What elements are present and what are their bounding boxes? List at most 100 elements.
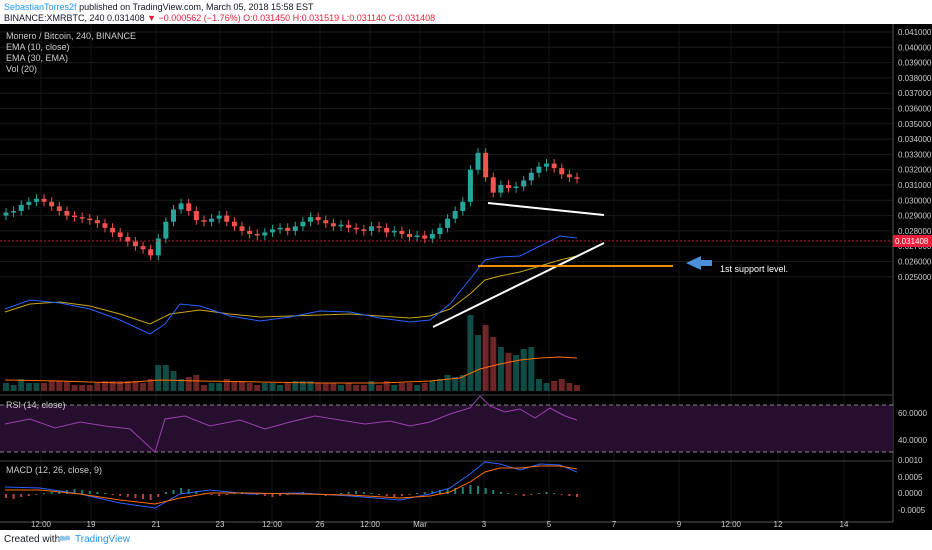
- macd-bar: [576, 494, 578, 497]
- chart-area[interactable]: 0.041000 0.040000 0.039000 0.038000 0.037000…: [0, 24, 932, 530]
- ema30-line: [4, 255, 578, 325]
- price-tick-label: 0.035000: [898, 120, 932, 129]
- price-tick-label: 0.036000: [898, 105, 932, 114]
- volume-bar: [94, 383, 101, 391]
- candle-body: [483, 152, 489, 178]
- macd-bar: [263, 494, 266, 496]
- volume-bars: [3, 315, 580, 391]
- candle-body: [132, 241, 138, 247]
- candle-body: [110, 227, 116, 233]
- publish-info: SebastianTorres2f published on TradingVi…: [4, 2, 314, 12]
- volume-bar: [383, 381, 390, 391]
- volume-bar: [10, 385, 17, 391]
- macd-bar: [408, 494, 411, 495]
- time-tick-label: 9: [677, 520, 682, 529]
- volume-bar: [41, 383, 48, 391]
- volume-bar: [33, 383, 40, 391]
- candle-body: [94, 220, 100, 224]
- candle-body: [414, 235, 420, 238]
- macd-bar: [225, 494, 228, 495]
- macd-bar: [50, 492, 53, 494]
- volume-ma-line: [4, 356, 578, 384]
- time-axis[interactable]: 12:00 19 21 23 12:00 26 12:00 Mar 3 5 7 9 12:00 12 14: [31, 520, 849, 529]
- author-link[interactable]: SebastianTorres2f: [4, 2, 77, 12]
- macd-bar: [568, 494, 571, 496]
- created-with: Created with: [4, 534, 61, 545]
- volume-bar: [277, 385, 284, 391]
- candle-body: [18, 204, 24, 212]
- price-tick-label: 0.031000: [898, 181, 932, 190]
- macd-bar: [370, 493, 373, 494]
- price-tick-label: 0.030000: [898, 196, 932, 205]
- macd-bar: [187, 489, 190, 494]
- price-tick-label: 0.026000: [898, 258, 932, 267]
- volume-bar: [398, 383, 405, 391]
- macd-bar: [172, 490, 175, 494]
- time-tick-label: 5: [547, 520, 552, 529]
- volume-bar: [436, 379, 443, 391]
- volume-bar: [505, 353, 512, 391]
- volume-bar: [520, 349, 527, 391]
- rsi-tick-60: 60.0000: [898, 409, 927, 418]
- time-tick-label: 7: [612, 520, 617, 529]
- candle-body: [292, 226, 298, 231]
- macd-bar: [522, 494, 525, 496]
- symbol-label: BINANCE:XMRBTC, 240: [4, 13, 105, 23]
- macd-bar: [96, 492, 99, 494]
- candle-body: [338, 224, 344, 227]
- tradingview-logo-icon[interactable]: [56, 532, 72, 544]
- volume-bar: [216, 383, 223, 391]
- volume-bar: [551, 381, 558, 391]
- macd-signal-line: [5, 465, 578, 505]
- candle-body: [551, 163, 557, 169]
- candle-body: [102, 223, 108, 228]
- candle-body: [11, 211, 17, 213]
- volume-bar: [368, 381, 375, 391]
- price-tick-label: 0.028000: [898, 227, 932, 236]
- volume-bar: [18, 379, 25, 391]
- macd-bar: [210, 494, 213, 495]
- candle-body: [186, 203, 192, 212]
- macd-bar: [88, 491, 91, 494]
- rsi-line: [4, 395, 578, 453]
- macd-bar: [355, 491, 358, 494]
- volume-bar: [543, 383, 550, 391]
- macd-bar: [180, 488, 183, 494]
- volume-bar: [337, 385, 344, 391]
- time-tick-label: 3: [482, 520, 487, 529]
- volume-bar: [292, 381, 299, 391]
- macd-bar: [126, 494, 129, 497]
- uptrend-line[interactable]: [432, 242, 605, 328]
- downtrend-line[interactable]: [487, 202, 605, 216]
- macd-bar: [537, 493, 540, 494]
- last-price: 0.031408: [107, 13, 145, 23]
- price-axis[interactable]: 0.041000 0.040000 0.039000 0.038000 0.037000…: [898, 28, 932, 282]
- volume-bar: [48, 381, 55, 391]
- candle-body: [308, 217, 314, 222]
- tradingview-brand[interactable]: TradingView: [75, 534, 131, 545]
- price-tick-label: 0.032000: [898, 166, 932, 175]
- macd-bar: [553, 493, 556, 494]
- volume-bar: [345, 383, 352, 391]
- candle-body: [262, 232, 268, 236]
- volume-bar: [414, 385, 421, 391]
- volume-bar: [147, 379, 154, 391]
- publish-header: SebastianTorres2f published on TradingVi…: [0, 0, 932, 24]
- macd-bar: [20, 494, 23, 497]
- macd-bar: [5, 494, 7, 498]
- candle-body: [536, 166, 542, 173]
- macd-bar: [149, 494, 152, 500]
- price-change: ▼ −0.000562 (−1.76%): [147, 13, 241, 23]
- chart-svg[interactable]: 0.041000 0.040000 0.039000 0.038000 0.037000…: [0, 24, 932, 530]
- candle-body: [72, 215, 78, 218]
- time-tick-label: 23: [216, 520, 225, 529]
- candle-body: [125, 237, 131, 242]
- published-text: published on TradingView.com, March 05, …: [79, 2, 314, 12]
- price-tick-label: 0.025000: [898, 273, 932, 282]
- candle-body: [521, 180, 527, 187]
- candle-body: [498, 185, 504, 193]
- price-tick-label: 0.040000: [898, 43, 932, 52]
- volume-bar: [193, 375, 200, 391]
- support-annotation: 1st support level.: [720, 264, 788, 274]
- candle-body: [330, 223, 336, 227]
